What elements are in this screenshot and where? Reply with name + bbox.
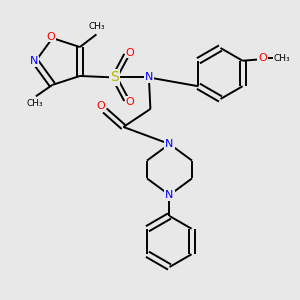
Text: S: S bbox=[110, 70, 119, 85]
Text: N: N bbox=[165, 139, 174, 149]
Text: CH₃: CH₃ bbox=[26, 99, 43, 108]
Text: O: O bbox=[126, 48, 134, 58]
Text: CH₃: CH₃ bbox=[88, 22, 105, 32]
Text: O: O bbox=[126, 98, 134, 107]
Text: O: O bbox=[258, 53, 267, 63]
Text: O: O bbox=[96, 101, 105, 111]
Text: O: O bbox=[46, 32, 55, 42]
Text: CH₃: CH₃ bbox=[273, 54, 290, 63]
Text: N: N bbox=[165, 190, 174, 200]
Text: N: N bbox=[145, 73, 153, 82]
Text: N: N bbox=[30, 56, 38, 67]
